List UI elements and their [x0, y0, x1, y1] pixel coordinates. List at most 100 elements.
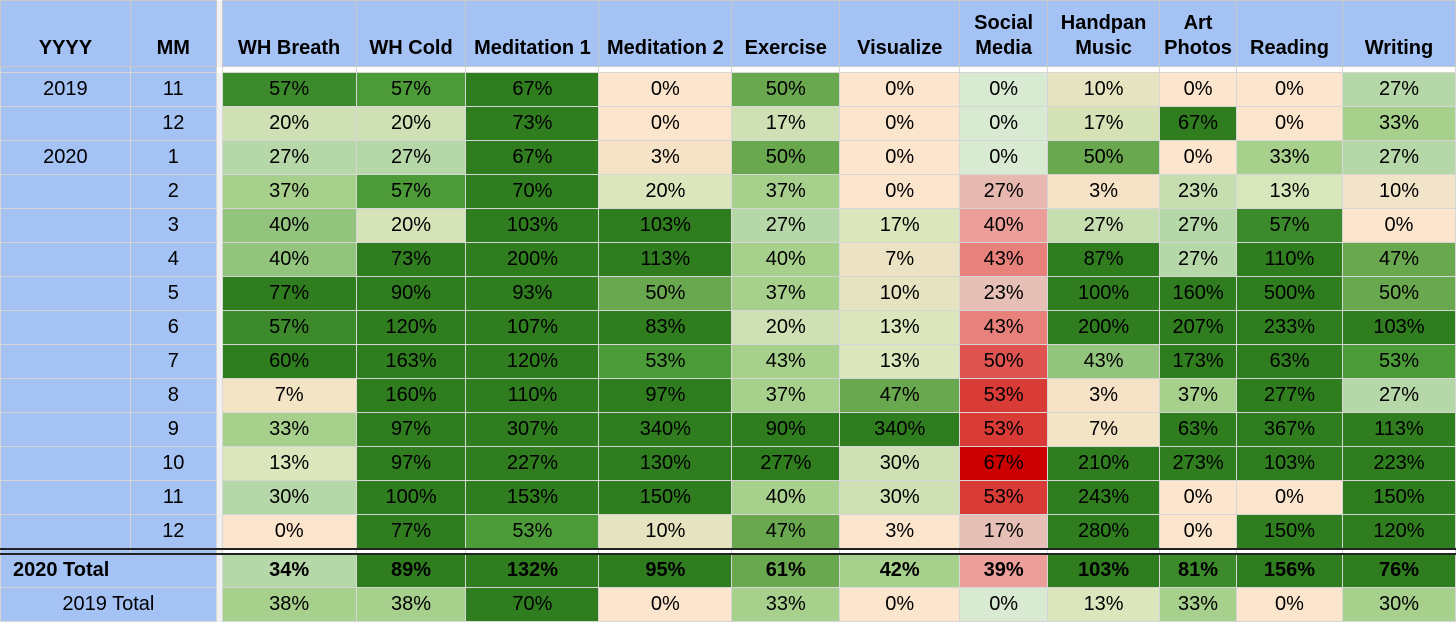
total-value-cell[interactable]: 95%: [598, 553, 733, 588]
value-cell[interactable]: 13%: [839, 310, 961, 345]
value-cell[interactable]: 50%: [959, 344, 1049, 379]
value-cell[interactable]: 200%: [465, 242, 600, 277]
value-cell[interactable]: 27%: [959, 174, 1049, 209]
header-visualize[interactable]: Visualize: [839, 0, 961, 67]
total-value-cell[interactable]: 38%: [221, 587, 357, 622]
value-cell[interactable]: 110%: [1236, 242, 1343, 277]
value-cell[interactable]: 37%: [731, 174, 841, 209]
value-cell[interactable]: 207%: [1159, 310, 1238, 345]
value-cell[interactable]: 340%: [598, 412, 733, 447]
value-cell[interactable]: 53%: [959, 378, 1049, 413]
value-cell[interactable]: 0%: [839, 72, 961, 107]
value-cell[interactable]: 17%: [959, 514, 1049, 549]
value-cell[interactable]: 60%: [221, 344, 357, 379]
value-cell[interactable]: 10%: [1341, 174, 1456, 209]
value-cell[interactable]: 23%: [1159, 174, 1238, 209]
value-cell[interactable]: 223%: [1341, 446, 1456, 481]
value-cell[interactable]: 27%: [731, 208, 841, 243]
value-cell[interactable]: 13%: [839, 344, 961, 379]
value-cell[interactable]: 33%: [221, 412, 357, 447]
value-cell[interactable]: 120%: [355, 310, 467, 345]
year-cell[interactable]: [0, 480, 131, 515]
value-cell[interactable]: 7%: [1047, 412, 1161, 447]
value-cell[interactable]: 67%: [465, 140, 600, 175]
value-cell[interactable]: 37%: [731, 276, 841, 311]
header-exercise[interactable]: Exercise: [731, 0, 841, 67]
year-cell[interactable]: [0, 412, 131, 447]
value-cell[interactable]: 33%: [1341, 106, 1456, 141]
value-cell[interactable]: 30%: [839, 446, 961, 481]
value-cell[interactable]: 63%: [1159, 412, 1238, 447]
value-cell[interactable]: 243%: [1047, 480, 1161, 515]
year-cell[interactable]: [0, 344, 131, 379]
value-cell[interactable]: 50%: [731, 72, 841, 107]
value-cell[interactable]: 40%: [959, 208, 1049, 243]
value-cell[interactable]: 13%: [1236, 174, 1343, 209]
value-cell[interactable]: 27%: [355, 140, 467, 175]
value-cell[interactable]: 103%: [465, 208, 600, 243]
value-cell[interactable]: 57%: [221, 72, 357, 107]
month-cell[interactable]: 11: [129, 480, 217, 515]
total-label-cell[interactable]: 2020 Total: [0, 553, 217, 588]
total-value-cell[interactable]: 89%: [355, 553, 467, 588]
value-cell[interactable]: 0%: [598, 106, 733, 141]
value-cell[interactable]: 57%: [1236, 208, 1343, 243]
value-cell[interactable]: 30%: [221, 480, 357, 515]
value-cell[interactable]: 150%: [1236, 514, 1343, 549]
total-value-cell[interactable]: 0%: [959, 587, 1049, 622]
month-cell[interactable]: 3: [129, 208, 217, 243]
value-cell[interactable]: 27%: [1047, 208, 1161, 243]
value-cell[interactable]: 0%: [839, 106, 961, 141]
total-label-cell[interactable]: 2019 Total: [0, 587, 217, 622]
value-cell[interactable]: 53%: [465, 514, 600, 549]
value-cell[interactable]: 0%: [598, 72, 733, 107]
total-value-cell[interactable]: 39%: [959, 553, 1049, 588]
value-cell[interactable]: 0%: [221, 514, 357, 549]
month-cell[interactable]: 9: [129, 412, 217, 447]
year-cell[interactable]: [0, 310, 131, 345]
value-cell[interactable]: 0%: [959, 106, 1049, 141]
month-cell[interactable]: 12: [129, 106, 217, 141]
value-cell[interactable]: 120%: [465, 344, 600, 379]
value-cell[interactable]: 40%: [731, 242, 841, 277]
year-cell[interactable]: [0, 276, 131, 311]
year-cell[interactable]: [0, 446, 131, 481]
value-cell[interactable]: 97%: [598, 378, 733, 413]
header-art-photos[interactable]: Art Photos: [1159, 0, 1238, 67]
value-cell[interactable]: 500%: [1236, 276, 1343, 311]
year-cell[interactable]: 2020: [0, 140, 131, 175]
value-cell[interactable]: 17%: [731, 106, 841, 141]
value-cell[interactable]: 280%: [1047, 514, 1161, 549]
value-cell[interactable]: 27%: [1341, 140, 1456, 175]
value-cell[interactable]: 90%: [355, 276, 467, 311]
year-cell[interactable]: [0, 242, 131, 277]
total-value-cell[interactable]: 33%: [1159, 587, 1238, 622]
value-cell[interactable]: 97%: [355, 412, 467, 447]
value-cell[interactable]: 27%: [1159, 242, 1238, 277]
value-cell[interactable]: 0%: [839, 140, 961, 175]
value-cell[interactable]: 3%: [598, 140, 733, 175]
value-cell[interactable]: 20%: [355, 208, 467, 243]
value-cell[interactable]: 3%: [1047, 378, 1161, 413]
value-cell[interactable]: 340%: [839, 412, 961, 447]
value-cell[interactable]: 17%: [1047, 106, 1161, 141]
value-cell[interactable]: 110%: [465, 378, 600, 413]
value-cell[interactable]: 10%: [598, 514, 733, 549]
value-cell[interactable]: 173%: [1159, 344, 1238, 379]
value-cell[interactable]: 150%: [1341, 480, 1456, 515]
month-cell[interactable]: 5: [129, 276, 217, 311]
value-cell[interactable]: 40%: [221, 242, 357, 277]
total-value-cell[interactable]: 33%: [731, 587, 841, 622]
value-cell[interactable]: 20%: [355, 106, 467, 141]
value-cell[interactable]: 103%: [598, 208, 733, 243]
value-cell[interactable]: 77%: [355, 514, 467, 549]
value-cell[interactable]: 57%: [355, 72, 467, 107]
total-value-cell[interactable]: 81%: [1159, 553, 1238, 588]
total-value-cell[interactable]: 61%: [731, 553, 841, 588]
value-cell[interactable]: 70%: [465, 174, 600, 209]
value-cell[interactable]: 90%: [731, 412, 841, 447]
value-cell[interactable]: 0%: [839, 174, 961, 209]
value-cell[interactable]: 0%: [1236, 480, 1343, 515]
value-cell[interactable]: 33%: [1236, 140, 1343, 175]
total-value-cell[interactable]: 132%: [465, 553, 600, 588]
